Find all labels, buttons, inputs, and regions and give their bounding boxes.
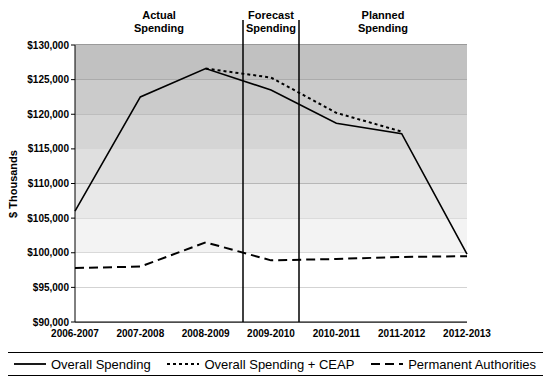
svg-text:$125,000: $125,000 xyxy=(27,74,69,85)
html-text:$ Thousands: $ Thousands xyxy=(7,149,19,218)
html-text:Forecast Spending: Forecast Spending xyxy=(245,9,296,34)
html-text:Permanent Authorities: Permanent Authorities xyxy=(408,356,537,372)
html-text:Overall Spending: Overall Spending xyxy=(50,356,151,372)
svg-text:2008-2009: 2008-2009 xyxy=(182,328,230,339)
svg-text:$130,000: $130,000 xyxy=(27,40,69,51)
html-text:Overall Spending + CEAP: Overall Spending + CEAP xyxy=(204,356,355,372)
svg-text:2010-2011: 2010-2011 xyxy=(313,328,361,339)
svg-text:$100,000: $100,000 xyxy=(27,247,69,258)
svg-text:2006-2007: 2006-2007 xyxy=(51,328,99,339)
svg-text:2012-2013: 2012-2013 xyxy=(443,328,491,339)
svg-text:2007-2008: 2007-2008 xyxy=(116,328,164,339)
svg-text:$120,000: $120,000 xyxy=(27,109,69,120)
html-text:Actual Spending: Actual Spending xyxy=(133,9,184,34)
svg-text:$90,000: $90,000 xyxy=(33,317,70,328)
svg-text:$105,000: $105,000 xyxy=(27,213,69,224)
svg-text:$115,000: $115,000 xyxy=(28,143,70,154)
svg-text:2009-2010: 2009-2010 xyxy=(247,328,295,339)
html-text:Planned Spending: Planned Spending xyxy=(357,9,408,34)
svg-text:2011-2012: 2011-2012 xyxy=(378,328,426,339)
svg-text:$95,000: $95,000 xyxy=(33,282,70,293)
svg-text:$110,000: $110,000 xyxy=(28,178,70,189)
